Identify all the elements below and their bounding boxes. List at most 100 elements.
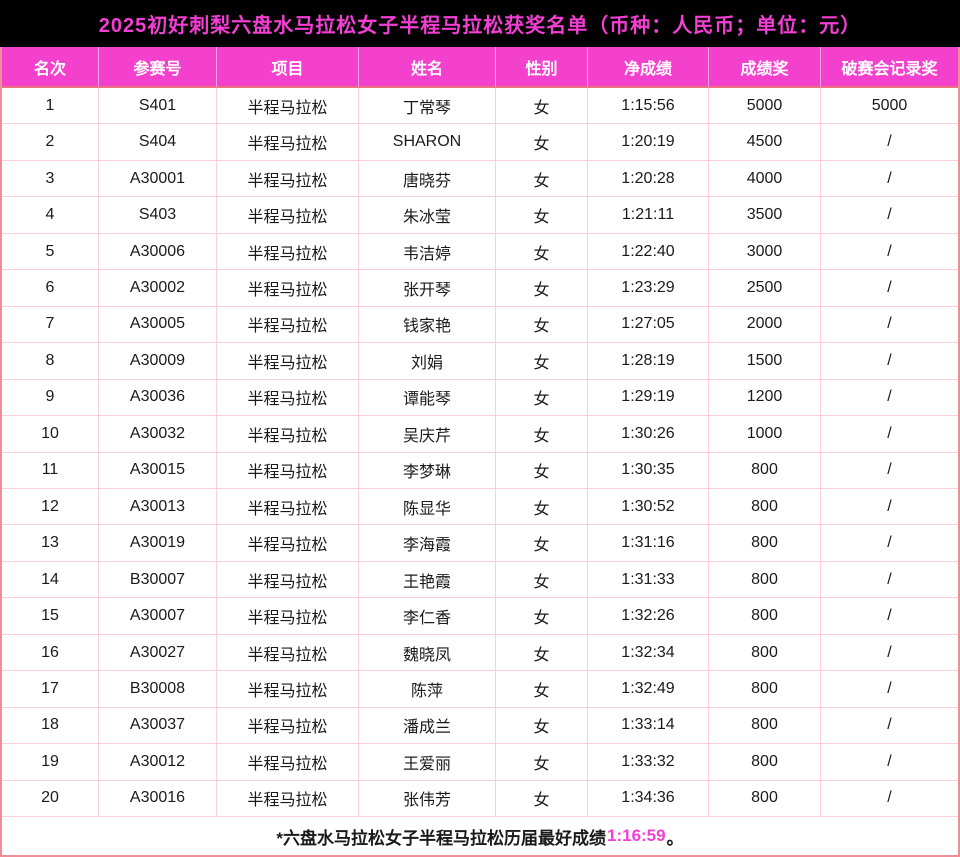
cell: 4 (2, 197, 99, 234)
cell: / (821, 525, 958, 562)
cell: 吴庆芹 (359, 416, 496, 453)
cell: 1200 (709, 379, 821, 417)
cell: A30036 (99, 379, 217, 417)
cell: S401 (99, 88, 217, 125)
cell: 800 (709, 744, 821, 781)
cell: 11 (2, 452, 99, 489)
title-bar: 2025初好刺梨六盘水马拉松女子半程马拉松获奖名单（币种：人民币；单位：元） (0, 0, 960, 47)
table-row: 4 S403 半程马拉松 朱冰莹女 1:21:11 3500/ (2, 197, 958, 234)
column-header-6: 成绩奖 (709, 47, 821, 88)
cell: / (821, 671, 958, 708)
cell: 女 (496, 634, 588, 672)
table-row: 12 A30013 半程马拉松 陈显华女 1:30:52 800/ (2, 488, 958, 526)
cell: 1:30:35 (588, 452, 709, 489)
cell: 女 (496, 707, 588, 745)
cell: 李海霞 (359, 525, 496, 562)
cell: 1:32:49 (588, 671, 709, 708)
cell: 半程马拉松 (217, 379, 359, 417)
cell: 半程马拉松 (217, 270, 359, 307)
cell: 1:34:36 (588, 780, 709, 818)
cell: 陈萍 (359, 671, 496, 708)
cell: / (821, 160, 958, 198)
column-header-2: 项目 (217, 47, 359, 88)
cell: A30019 (99, 525, 217, 562)
cell: 半程马拉松 (217, 452, 359, 489)
cell: 2500 (709, 270, 821, 307)
cell: 半程马拉松 (217, 598, 359, 635)
cell: 魏晓凤 (359, 634, 496, 672)
cell: / (821, 707, 958, 745)
cell: 女 (496, 452, 588, 489)
cell: 6 (2, 270, 99, 307)
table-row: 2 S404 半程马拉松 SHARON 女 1:20:19 4500/ (2, 124, 958, 161)
cell: B30007 (99, 561, 217, 599)
cell: A30016 (99, 780, 217, 818)
cell: / (821, 452, 958, 489)
cell: 1:30:52 (588, 488, 709, 526)
column-header-5: 净成绩 (588, 47, 709, 88)
cell: 800 (709, 488, 821, 526)
table-row: 15 A30007 半程马拉松 李仁香女 1:32:26 800/ (2, 598, 958, 635)
table-row: 3 A30001 半程马拉松 唐晓芬女 1:20:28 4000/ (2, 160, 958, 198)
cell: 潘成兰 (359, 707, 496, 745)
table-row: 7 A30005 半程马拉松 钱家艳女 1:27:05 2000/ (2, 306, 958, 344)
column-header-1: 参赛号 (99, 47, 217, 88)
cell: 女 (496, 561, 588, 599)
cell: 15 (2, 598, 99, 635)
table-row: 17 B30008 半程马拉松 陈萍女 1:32:49 800/ (2, 671, 958, 708)
cell: 1:31:33 (588, 561, 709, 599)
cell: 800 (709, 634, 821, 672)
table-row: 11 A30015 半程马拉松 李梦琳女 1:30:35 800/ (2, 452, 958, 489)
cell: S403 (99, 197, 217, 234)
header-row: 名次 参赛号 项目 姓名 性别 净成绩 成绩奖 破赛会记录奖 (2, 47, 958, 88)
cell: A30015 (99, 452, 217, 489)
cell: 16 (2, 634, 99, 672)
cell: 1:33:32 (588, 744, 709, 781)
cell: 1:23:29 (588, 270, 709, 307)
table-row: 20 A30016 半程马拉松 张伟芳女 1:34:36 800/ (2, 780, 958, 818)
cell: / (821, 124, 958, 161)
cell: 半程马拉松 (217, 197, 359, 234)
cell: / (821, 197, 958, 234)
table-row: 19 A30012 半程马拉松 王爱丽女 1:33:32 800/ (2, 744, 958, 781)
cell: 女 (496, 197, 588, 234)
cell: 17 (2, 671, 99, 708)
cell: A30012 (99, 744, 217, 781)
cell: 半程马拉松 (217, 124, 359, 161)
cell: 800 (709, 561, 821, 599)
cell: 女 (496, 416, 588, 453)
cell: / (821, 488, 958, 526)
cell: A30027 (99, 634, 217, 672)
cell: 20 (2, 780, 99, 818)
cell: 半程马拉松 (217, 488, 359, 526)
cell: 李梦琳 (359, 452, 496, 489)
cell: 女 (496, 744, 588, 781)
column-header-7: 破赛会记录奖 (821, 47, 958, 88)
cell: 王艳霞 (359, 561, 496, 599)
table-row: 13 A30019 半程马拉松 李海霞女 1:31:16 800/ (2, 525, 958, 562)
table-row: 9 A30036 半程马拉松 谭能琴女 1:29:19 1200/ (2, 379, 958, 417)
cell: 12 (2, 488, 99, 526)
cell: B30008 (99, 671, 217, 708)
cell: 14 (2, 561, 99, 599)
cell: 女 (496, 124, 588, 161)
cell: 800 (709, 707, 821, 745)
cell: S404 (99, 124, 217, 161)
footnote-period: 。 (666, 828, 684, 848)
cell: / (821, 598, 958, 635)
cell: / (821, 343, 958, 380)
cell: 2000 (709, 306, 821, 344)
cell: 女 (496, 598, 588, 635)
cell: 1:32:26 (588, 598, 709, 635)
footnote-text: *六盘水马拉松女子半程马拉松历届最好成绩 (276, 828, 606, 848)
cell: 800 (709, 780, 821, 818)
cell: 朱冰莹 (359, 197, 496, 234)
table-body: 1 S401 半程马拉松 丁常琴女 1:15:56 5000 5000 2 S404 半程马拉松 S… (2, 88, 958, 818)
cell: 韦洁婷 (359, 233, 496, 271)
cell: 13 (2, 525, 99, 562)
cell: 半程马拉松 (217, 707, 359, 745)
cell: 4000 (709, 160, 821, 198)
cell: SHARON (359, 124, 496, 161)
cell: 丁常琴 (359, 88, 496, 125)
column-header-4: 性别 (496, 47, 588, 88)
